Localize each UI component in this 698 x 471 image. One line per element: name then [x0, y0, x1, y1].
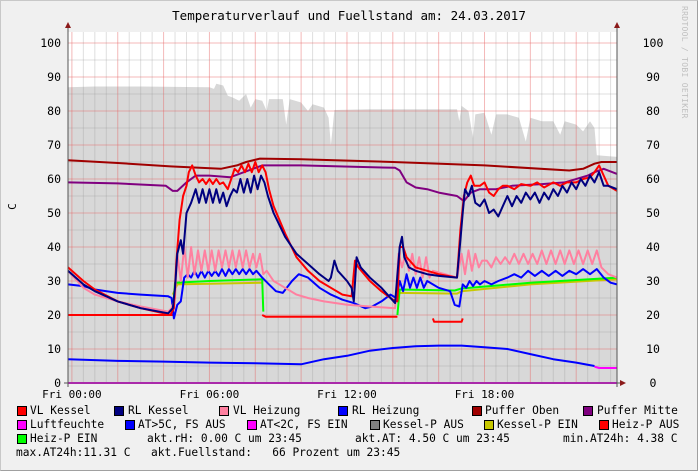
- y-tick-label-left: 0: [54, 376, 61, 390]
- legend-label: RL Heizung: [352, 404, 420, 417]
- y-tick-label-right: 30: [646, 274, 660, 288]
- legend-swatch-rl-kessel: [114, 406, 124, 416]
- y-tick-label-left: 40: [47, 240, 61, 254]
- fuellstand-area: [68, 83, 617, 384]
- legend-label: Puffer Mitte: [597, 404, 678, 417]
- legend-label: Heiz-P EIN: [30, 432, 98, 445]
- y-tick-label-right: 0: [650, 376, 657, 390]
- stat-akt-at: akt.AT: 4.50 C um 23:45: [355, 432, 510, 445]
- y-tick-label-left: 60: [47, 172, 61, 186]
- series-at-2c-fs-ein-line: [594, 365, 617, 369]
- legend-label: Kessel-P AUS: [383, 418, 464, 431]
- y-tick-label-left: 10: [47, 342, 61, 356]
- legend-swatch-at-lt-2c: [247, 420, 257, 430]
- x-tick-label: Fri 18:00: [455, 388, 515, 401]
- y-tick-label-right: 20: [646, 308, 660, 322]
- series-puffer-oben-line: [67, 157, 617, 172]
- series-heiz-p-aus-line: [431, 318, 464, 323]
- legend-label: VL Heizung: [233, 404, 301, 417]
- legend-swatch-kessel-p-ein: [484, 420, 494, 430]
- series-puffer-mitte-line: [67, 164, 618, 203]
- legend-swatch-vl-heizung: [219, 406, 229, 416]
- legend-swatch-vl-kessel: [17, 406, 27, 416]
- y-tick-label-right: 50: [646, 206, 660, 220]
- series-vl-kessel-line: [67, 161, 618, 316]
- y-tick-label-left: 80: [47, 104, 61, 118]
- series-rl-kessel-line: [67, 171, 618, 315]
- y-tick-label-right: 10: [646, 342, 660, 356]
- y-tick-label-left: 100: [40, 36, 61, 50]
- legend-label: Heiz-P AUS: [612, 418, 680, 431]
- x-tick-label: Fri 06:00: [180, 388, 240, 401]
- legend-swatch-heiz-p-ein: [17, 434, 27, 444]
- stat-akt-rh: akt.rH: 0.00 C um 23:45: [147, 432, 302, 445]
- x-tick-label: Fri 00:00: [42, 388, 102, 401]
- y-tick-label-left: 30: [47, 274, 61, 288]
- legend-swatch-rl-heizung: [338, 406, 348, 416]
- series-heiz-p-aus-line: [261, 314, 398, 318]
- x-tick-label: Fri 12:00: [317, 388, 377, 401]
- y-tick-label-right: 90: [646, 70, 660, 84]
- legend-label: AT<2C, FS EIN: [260, 418, 348, 431]
- series-heiz-p-ein-line: [396, 276, 618, 316]
- series-rl-heizung-line: [67, 268, 618, 320]
- x-axis-arrow: [620, 380, 626, 386]
- legend-label: RL Kessel: [128, 404, 189, 417]
- legend-label: Kessel-P EIN: [497, 418, 578, 431]
- legend-swatch-puffer-mitte: [583, 406, 593, 416]
- legend-label: VL Kessel: [30, 404, 91, 417]
- legend-swatch-at-gt-5c: [125, 420, 135, 430]
- y-axis-arrow-left: [65, 22, 71, 28]
- legend-swatch-puffer-oben: [472, 406, 482, 416]
- stat-min-at: min.AT24h: 4.38 C: [563, 432, 678, 445]
- rrdtool-watermark: RRDTOOL / TOBI OETIKER: [680, 6, 689, 119]
- legend-label: Puffer Oben: [485, 404, 560, 417]
- legend-swatch-heiz-p-aus: [599, 420, 609, 430]
- y-tick-label-left: 70: [47, 138, 61, 152]
- stat-max-at: max.AT24h:11.31 C: [16, 446, 131, 459]
- y-tick-label-right: 80: [646, 104, 660, 118]
- chart-title: Temperaturverlauf und Fuellstand am: 24.…: [172, 8, 526, 23]
- stat-fuellstand: akt.Fuellstand: 66 Prozent um 23:45: [151, 446, 401, 459]
- y-axis-arrow-right: [614, 22, 620, 28]
- y-tick-label-left: 50: [47, 206, 61, 220]
- series-at-5c-fs-aus-line: [67, 344, 595, 367]
- legend-label: Luftfeuchte: [30, 418, 105, 431]
- y-tick-label-left: 90: [47, 70, 61, 84]
- y-tick-label-right: 100: [643, 36, 664, 50]
- y-tick-label-left: 20: [47, 308, 61, 322]
- y-tick-label-right: 60: [646, 172, 660, 186]
- legend-swatch-kessel-p-aus: [370, 420, 380, 430]
- y-tick-label-right: 70: [646, 138, 660, 152]
- y-tick-label-right: 40: [646, 240, 660, 254]
- legend-label: AT>5C, FS AUS: [138, 418, 226, 431]
- series-vl-heizung-line: [67, 246, 618, 313]
- legend-swatch-luftfeuchte: [17, 420, 27, 430]
